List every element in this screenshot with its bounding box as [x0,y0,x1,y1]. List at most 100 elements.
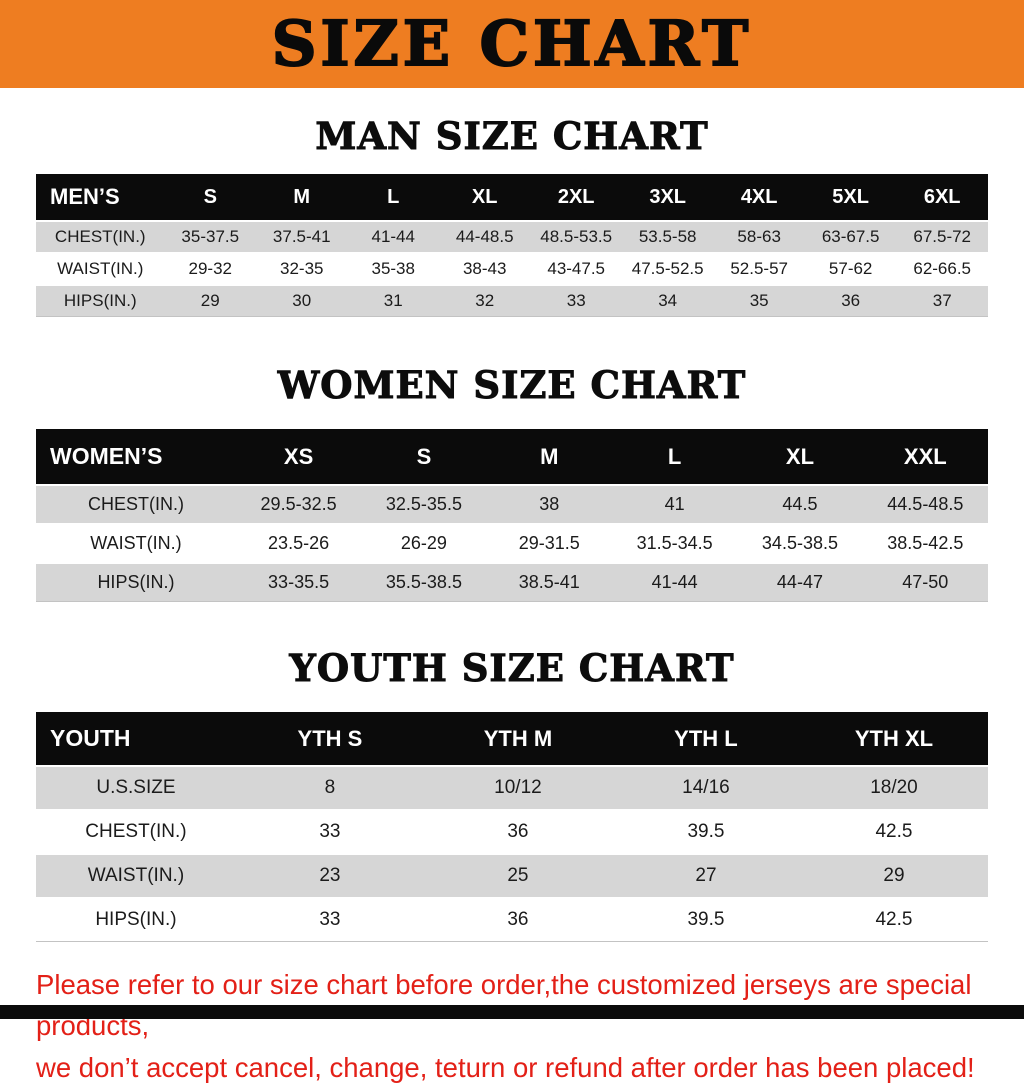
size-header-cell: XS [283,443,314,469]
table-row: CHEST(IN.) 29.5-32.5 32.5-35.5 38 41 44.5 44.5… [36,485,988,524]
size-value: 26-29 [400,533,447,553]
men-section-heading: MAN SIZE CHART [315,114,709,159]
size-value: 29.5-32.5 [260,494,337,514]
row-label: HIPS(IN.) [63,291,137,310]
men-size-table: MEN’S S M L XL 2XL 3XL 4XL 5XL 6XL CHEST(IN.) 35-37… [36,174,988,317]
size-value: 35 [749,291,769,310]
size-value: 52.5-57 [730,259,788,278]
size-value: 37 [932,291,952,310]
size-header-cell: 3XL [649,185,687,208]
row-label: WAIST(IN.) [87,865,185,886]
banner: SIZE CHART [0,0,1024,88]
size-value: 47-50 [902,572,949,592]
section-women: WOMEN SIZE CHART WOMEN’S XS S M L XL XXL CHEST(… [0,363,1024,602]
table-title-cell: MEN’S [50,184,120,209]
row-label: CHEST(IN.) [85,821,187,842]
size-header-cell: M [540,443,559,469]
table-row: WAIST(IN.) 23 25 27 29 [36,854,988,898]
size-value: 14/16 [682,777,730,798]
size-header-cell: XL [785,443,815,469]
page-title: SIZE CHART [271,7,753,80]
size-value: 34 [658,291,678,310]
size-header-cell: 5XL [832,185,869,208]
size-header-cell: S [416,443,432,469]
table-row: U.S.SIZE 8 10/12 14/16 18/20 [36,766,988,810]
row-label: CHEST(IN.) [87,494,184,514]
size-header-cell: M [293,185,311,208]
size-value: 62-66.5 [913,259,972,278]
size-header-cell: 6XL [923,185,961,208]
size-value: 43-47.5 [547,259,606,278]
row-label: HIPS(IN.) [95,909,177,930]
row-label: U.S.SIZE [96,777,176,798]
size-value: 32.5-35.5 [385,494,462,514]
size-value: 34.5-38.5 [761,533,838,553]
footer-note-line: we don’t accept cancel, change, teturn o… [36,1051,975,1083]
size-value: 23 [319,865,341,886]
women-size-table: WOMEN’S XS S M L XL XXL CHEST(IN.) 29.5-32.5 32.5… [36,429,988,602]
size-header-cell: L [387,185,400,208]
row-label: WAIST(IN.) [90,533,182,553]
section-youth: YOUTH SIZE CHART YOUTH YTH S YTH M YTH L YTH… [0,646,1024,942]
size-header-cell: YTH S [297,725,363,751]
size-value: 38-43 [462,259,507,278]
size-value: 8 [324,777,336,798]
size-value: 18/20 [870,777,918,798]
size-value: 41-44 [371,227,415,246]
size-header-cell: YTH XL [854,725,934,751]
size-header-cell: S [203,185,217,208]
size-value: 38.5-42.5 [887,533,964,553]
women-section-heading: WOMEN SIZE CHART [277,363,747,408]
size-value: 35-37.5 [181,227,240,246]
size-header-cell: XL [471,185,498,208]
size-value: 44.5-48.5 [887,494,964,514]
table-row: WAIST(IN.) 29-32 32-35 35-38 38-43 43-47.5 47.… [36,253,988,285]
table-header-row: MEN’S S M L XL 2XL 3XL 4XL 5XL 6XL [36,174,988,221]
size-value: 35.5-38.5 [385,572,462,592]
table-row: HIPS(IN.) 33-35.5 35.5-38.5 38.5-41 41-44 44-… [36,563,988,602]
size-value: 38 [539,494,560,514]
size-value: 25 [507,865,529,886]
size-header-cell: XXL [903,443,947,469]
size-header-cell: 2XL [557,185,595,208]
size-value: 29 [200,291,220,310]
table-row: CHEST(IN.) 33 36 39.5 42.5 [36,810,988,854]
size-value: 33 [566,291,586,310]
size-value: 38.5-41 [518,572,580,592]
row-label: CHEST(IN.) [54,227,146,246]
size-value: 29 [883,865,905,886]
size-value: 23.5-26 [268,533,330,553]
size-value: 44-47 [776,572,823,592]
size-value: 36 [841,291,861,310]
table-row: HIPS(IN.) 29 30 31 32 33 34 35 36 37 [36,285,988,317]
table-title-cell: WOMEN’S [50,443,163,469]
size-value: 30 [292,291,312,310]
size-header-cell: 4XL [740,185,778,208]
size-header-cell: L [667,443,682,469]
size-value: 32 [475,291,495,310]
size-value: 58-63 [737,227,781,246]
size-value: 44.5 [782,494,818,514]
row-label: HIPS(IN.) [97,572,175,592]
size-value: 41-44 [651,572,698,592]
section-men: MAN SIZE CHART MEN’S S M L XL 2XL 3XL 4XL 5XL 6XL… [0,114,1024,317]
size-value: 27 [695,865,717,886]
size-value: 47.5-52.5 [631,259,704,278]
size-header-cell: YTH L [674,725,738,751]
size-value: 42.5 [875,821,913,842]
size-value: 33 [319,909,341,930]
size-value: 57-62 [828,259,873,278]
size-value: 36 [507,909,529,930]
size-value: 39.5 [687,821,725,842]
size-value: 41 [664,494,685,514]
size-header-cell: YTH M [483,725,553,751]
size-value: 29-32 [188,259,232,278]
size-value: 39.5 [687,909,725,930]
size-value: 36 [507,821,529,842]
table-title-cell: YOUTH [50,725,131,751]
footer-note: Please refer to our size chart before or… [36,964,1006,1088]
size-value: 53.5-58 [638,227,697,246]
table-row: WAIST(IN.) 23.5-26 26-29 29-31.5 31.5-34.5 34… [36,524,988,563]
table-header-row: WOMEN’S XS S M L XL XXL [36,429,988,485]
